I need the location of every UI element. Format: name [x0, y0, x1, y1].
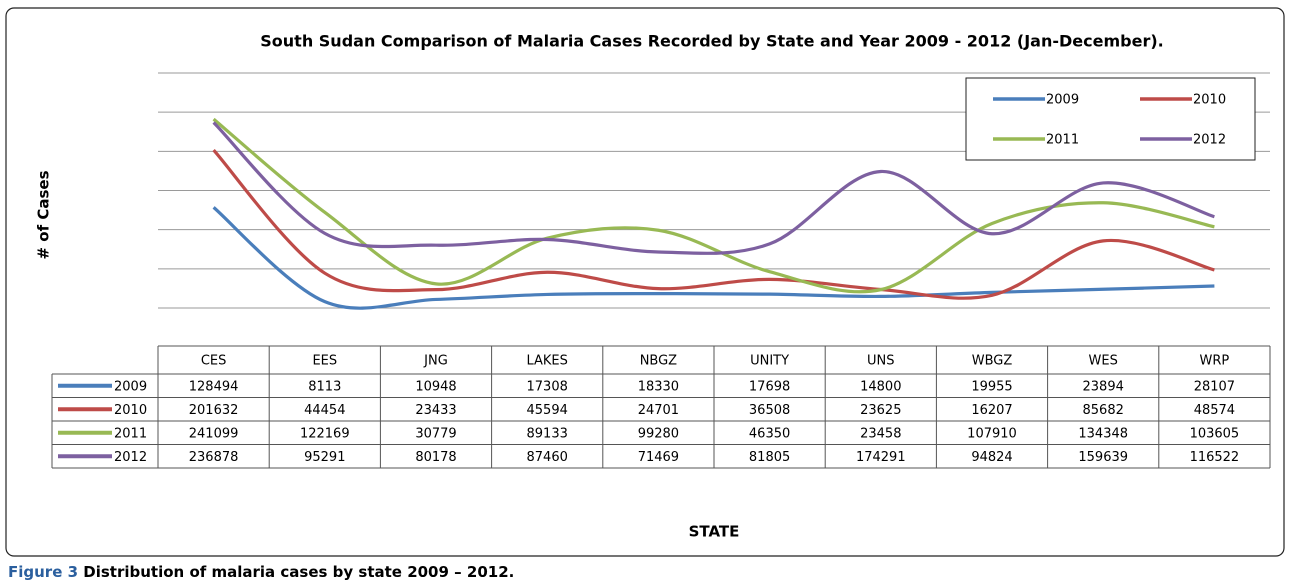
- table-cell: 17698: [749, 379, 790, 394]
- table-cell: 23433: [415, 403, 456, 418]
- column-header: JNG: [423, 354, 448, 369]
- row-header: 2012: [114, 450, 147, 465]
- table-cell: 14800: [860, 379, 901, 394]
- frame: [5, 7, 1285, 557]
- legend-label: 2009: [1046, 93, 1079, 108]
- table-cell: 24701: [638, 403, 679, 418]
- column-header: UNS: [867, 354, 895, 369]
- table-cell: 134348: [1078, 426, 1128, 441]
- table-cell: 94824: [971, 450, 1012, 465]
- caption-label: Figure 3: [8, 563, 78, 581]
- column-header: LAKES: [526, 354, 567, 369]
- column-header: WRP: [1200, 354, 1230, 369]
- table-cell: 23458: [860, 426, 901, 441]
- series-line: [212, 121, 1215, 255]
- table-cell: 122169: [300, 426, 350, 441]
- x-axis-label: STATE: [689, 523, 740, 541]
- data-table: CES EES JNG LAKES NBGZ UNITY UNS WBGZ WES WRP 2009…: [51, 345, 1271, 469]
- table-cell: 103605: [1190, 426, 1240, 441]
- column-header: CES: [201, 354, 227, 369]
- table-cell: 87460: [527, 450, 568, 465]
- y-axis-label: # of Cases: [35, 170, 53, 259]
- table-cell: 10948: [415, 379, 456, 394]
- column-header: WES: [1089, 354, 1118, 369]
- table-cell: 19955: [971, 379, 1012, 394]
- table-cell: 159639: [1078, 450, 1128, 465]
- series-line: [212, 206, 1215, 310]
- series-line: [212, 148, 1215, 300]
- table-cell: 236878: [189, 450, 239, 465]
- table-cell: 36508: [749, 403, 790, 418]
- table-cell: 95291: [304, 450, 345, 465]
- row-header: 2010: [114, 403, 147, 418]
- column-header: NBGZ: [640, 354, 677, 369]
- table-cell: 23894: [1083, 379, 1124, 394]
- legend-box: [965, 77, 1256, 161]
- table-cell: 99280: [638, 426, 679, 441]
- row-header: 2009: [114, 379, 147, 394]
- column-header: UNITY: [750, 354, 789, 369]
- table-cell: 128494: [189, 379, 239, 394]
- table-cell: 71469: [638, 450, 679, 465]
- table-cell: 8113: [308, 379, 341, 394]
- caption: Figure 3 Distribution of malaria cases b…: [8, 563, 514, 581]
- table-cell: 116522: [1190, 450, 1240, 465]
- table-cell: 45594: [527, 403, 568, 418]
- legend-label: 2012: [1193, 133, 1226, 148]
- column-header: EES: [312, 354, 337, 369]
- table-cell: 16207: [971, 403, 1012, 418]
- table-cell: 30779: [415, 426, 456, 441]
- chart-title: South Sudan Comparison of Malaria Cases …: [260, 32, 1163, 51]
- legend-label: 2010: [1193, 93, 1226, 108]
- table-cell: 17308: [527, 379, 568, 394]
- table-cell: 18330: [638, 379, 679, 394]
- table-cell: 174291: [856, 450, 906, 465]
- table-cell: 81805: [749, 450, 790, 465]
- table-cell: 23625: [860, 403, 901, 418]
- table-cell: 107910: [967, 426, 1017, 441]
- table-cell: 80178: [415, 450, 456, 465]
- row-header: 2011: [114, 426, 147, 441]
- table-cell: 46350: [749, 426, 790, 441]
- caption-text: Distribution of malaria cases by state 2…: [83, 563, 514, 581]
- table-cell: 241099: [189, 426, 239, 441]
- table-cell: 85682: [1083, 403, 1124, 418]
- lines: [212, 117, 1215, 310]
- column-header: WBGZ: [972, 354, 1013, 369]
- table-cell: 48574: [1194, 403, 1235, 418]
- table-cell: 89133: [527, 426, 568, 441]
- legend-label: 2011: [1046, 133, 1079, 148]
- table-cell: 201632: [189, 403, 239, 418]
- table-cell: 44454: [304, 403, 345, 418]
- legend: 2009 2010 2011 2012: [965, 77, 1256, 161]
- table-cell: 28107: [1194, 379, 1235, 394]
